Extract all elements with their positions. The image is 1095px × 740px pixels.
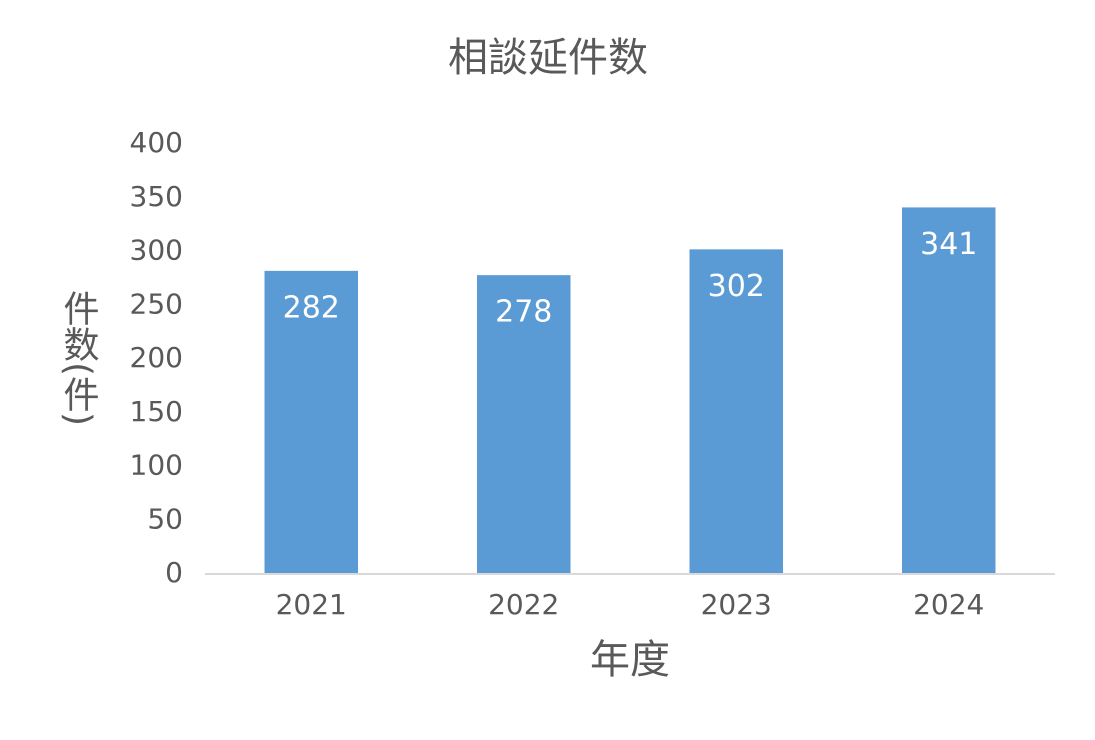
y-tick-label: 150: [130, 395, 183, 428]
chart-title: 相談延件数: [448, 35, 648, 81]
data-label: 302: [708, 269, 765, 304]
y-tick-label: 300: [130, 234, 183, 267]
x-axis-title: 年度: [590, 637, 670, 683]
y-tick-label: 400: [130, 126, 183, 159]
x-tick-label: 2021: [276, 588, 347, 621]
x-tick-label: 2023: [701, 588, 772, 621]
y-tick-label: 350: [130, 180, 183, 213]
y-axis-title: 件数(件): [58, 290, 99, 426]
bar: [477, 275, 571, 574]
data-label: 278: [495, 295, 552, 330]
x-tick-label: 2022: [488, 588, 559, 621]
y-tick-label: 50: [147, 502, 183, 535]
bar: [902, 207, 996, 575]
x-tick-label: 2024: [913, 588, 984, 621]
y-tick-label: 0: [165, 556, 183, 589]
y-tick-label: 250: [130, 287, 183, 320]
data-label: 282: [283, 290, 340, 325]
y-tick-label: 200: [130, 341, 183, 374]
bar: [689, 249, 783, 574]
bar: [264, 270, 358, 574]
data-label: 341: [920, 227, 977, 262]
y-tick-label: 100: [130, 449, 183, 482]
